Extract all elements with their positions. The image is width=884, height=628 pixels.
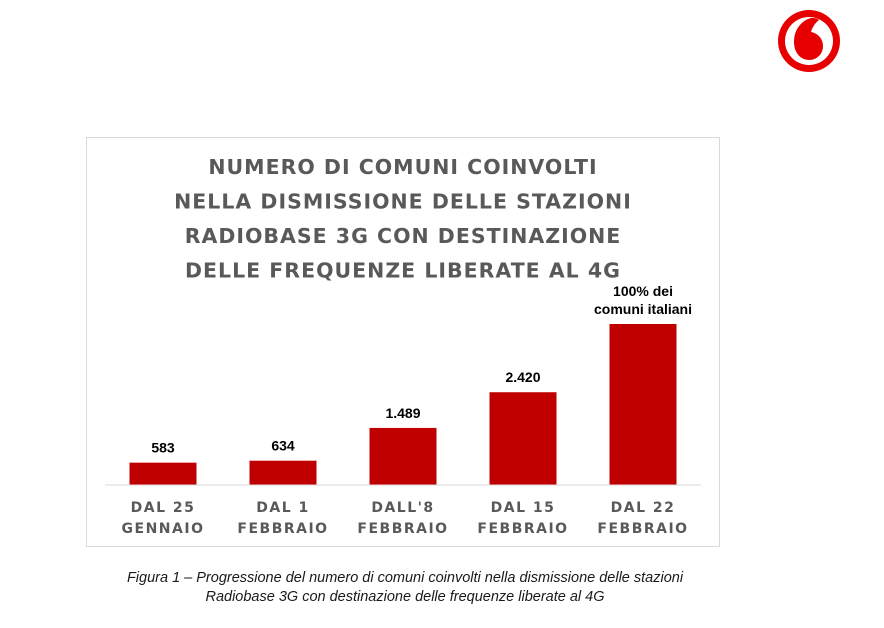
data-label-1: 583 <box>151 440 175 456</box>
data-label-2: 634 <box>271 438 295 454</box>
chart-category-labels: DAL 25 GENNAIO DAL 1 FEBBRAIO DALL'8 FEBBRAIO… <box>122 500 688 537</box>
vodafone-logo-icon <box>778 10 840 72</box>
category-label-1-line-1: DAL 25 <box>131 500 196 516</box>
category-label-3-line-2: FEBBRAIO <box>357 521 448 537</box>
category-label-2-line-1: DAL 1 <box>256 500 310 516</box>
chart-container: NUMERO DI COMUNI COINVOLTI NELLA DISMISSI… <box>86 137 720 547</box>
category-label-4-line-1: DAL 15 <box>491 500 556 516</box>
bar-chart: NUMERO DI COMUNI COINVOLTI NELLA DISMISSI… <box>105 155 701 537</box>
data-label-3: 1.489 <box>385 405 420 421</box>
chart-title-line-2: NELLA DISMISSIONE DELLE STAZIONI <box>174 190 632 214</box>
bar-5 <box>609 324 677 485</box>
bar-4 <box>489 392 557 485</box>
figure-caption: Figura 1 – Progressione del numero di co… <box>0 569 810 607</box>
chart-data-labels: 583 634 1.489 2.420 100% dei comuni italiani <box>151 283 692 456</box>
category-label-5-line-1: DAL 22 <box>611 500 676 516</box>
chart-title-line-3: RADIOBASE 3G CON DESTINAZIONE <box>185 224 622 248</box>
category-label-3-line-1: DALL'8 <box>371 500 434 516</box>
bar-3 <box>369 427 437 485</box>
category-label-2-line-2: FEBBRAIO <box>237 521 328 537</box>
bar-2 <box>249 460 317 485</box>
caption-line-1: Figura 1 – Progressione del numero di co… <box>126 570 684 586</box>
data-label-4: 2.420 <box>505 369 540 385</box>
chart-bars <box>129 324 677 485</box>
category-label-4-line-2: FEBBRAIO <box>477 521 568 537</box>
category-label-1-line-2: GENNAIO <box>122 521 205 537</box>
data-label-5-line-1: 100% dei <box>613 283 673 299</box>
category-label-5-line-2: FEBBRAIO <box>597 521 688 537</box>
chart-title-line-4: DELLE FREQUENZE LIBERATE AL 4G <box>185 259 621 283</box>
data-label-5-line-2: comuni italiani <box>594 301 692 317</box>
chart-title-line-1: NUMERO DI COMUNI COINVOLTI <box>208 155 597 179</box>
caption-line-2: Radiobase 3G con destinazione delle freq… <box>205 589 605 605</box>
bar-1 <box>129 462 197 485</box>
chart-title: NUMERO DI COMUNI COINVOLTI NELLA DISMISSI… <box>174 155 632 283</box>
